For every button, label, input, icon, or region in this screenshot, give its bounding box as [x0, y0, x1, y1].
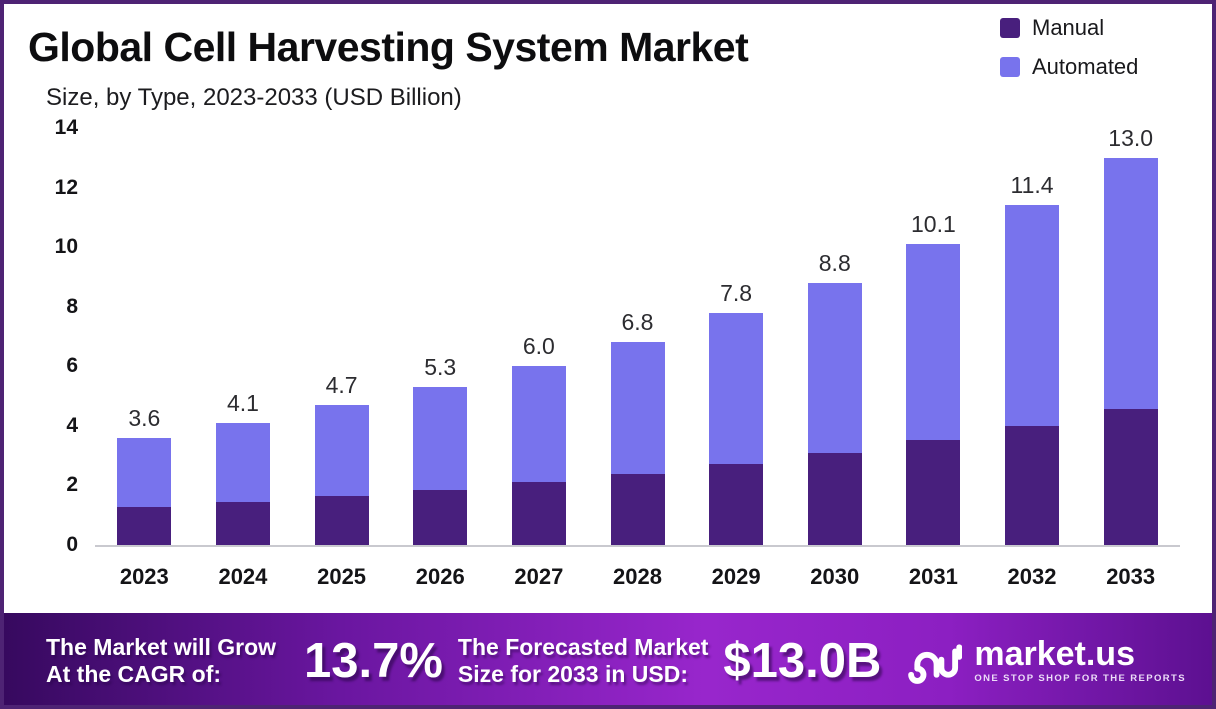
x-axis-label: 2025	[317, 564, 367, 589]
y-axis-tick: 10	[54, 235, 78, 259]
y-axis-tick: 2	[66, 473, 78, 497]
legend: Manual Automated	[1000, 13, 1138, 91]
automated-swatch-icon	[1000, 57, 1020, 77]
x-axis-label: 2033	[1106, 564, 1156, 589]
stacked-bar-2031	[906, 244, 961, 545]
legend-item-manual: Manual	[1000, 13, 1138, 43]
y-axis-tick: 14	[54, 116, 78, 139]
bar-total-label: 7.8	[720, 279, 753, 306]
forecast-caption-line2: Size for 2033 in USD:	[457, 661, 688, 687]
bar-total-label: 3.6	[128, 404, 161, 431]
stacked-bar-2033	[1103, 157, 1158, 545]
x-axis-label: 2028	[613, 564, 662, 589]
x-axis-line	[95, 545, 1180, 547]
stacked-bar-2024	[215, 422, 270, 545]
brand-name: market.us	[974, 635, 1135, 673]
manual-segment	[413, 489, 468, 545]
footer-banner: The Market will Grow At the CAGR of: 13.…	[0, 613, 1216, 709]
cagr-caption-line2: At the CAGR of:	[46, 661, 222, 687]
forecast-caption-line1: The Forecasted Market	[457, 634, 709, 660]
manual-segment	[1005, 426, 1060, 545]
stacked-bar-2026	[413, 387, 468, 545]
automated-segment	[511, 366, 566, 483]
automated-segment	[709, 312, 764, 464]
stacked-bar-2023	[117, 437, 172, 545]
x-axis-label: 2023	[119, 564, 169, 589]
page-title: Global Cell Harvesting System Market	[28, 24, 749, 70]
legend-label: Manual	[1032, 15, 1105, 40]
x-axis-label: 2026	[415, 564, 465, 589]
x-axis-label: 2029	[711, 564, 761, 589]
manual-segment	[314, 495, 369, 545]
automated-segment	[117, 437, 172, 508]
automated-segment	[1103, 157, 1158, 410]
forecast-value: $13.0B	[723, 634, 882, 688]
automated-segment	[906, 244, 961, 440]
x-axis-label: 2024	[218, 564, 268, 589]
manual-segment	[906, 439, 961, 545]
automated-segment	[314, 405, 369, 496]
automated-segment	[807, 282, 862, 454]
y-axis-tick: 6	[66, 354, 78, 378]
marketus-logo-icon	[908, 644, 963, 684]
manual-segment	[117, 507, 172, 545]
stacked-bar-2032	[1005, 205, 1060, 545]
manual-segment	[709, 463, 764, 545]
y-axis-tick: 0	[66, 533, 78, 556]
x-axis-label: 2032	[1007, 564, 1057, 589]
bar-total-label: 11.4	[1010, 172, 1054, 199]
x-axis-label: 2031	[908, 564, 958, 589]
cagr-caption: The Market will Grow At the CAGR of:	[46, 634, 276, 688]
cagr-caption-line1: The Market will Grow	[46, 634, 277, 660]
bar-total-label: 4.1	[226, 389, 259, 416]
legend-label: Automated	[1032, 54, 1139, 79]
bar-total-label: 5.3	[424, 354, 457, 381]
y-axis-tick: 4	[66, 413, 78, 437]
stacked-bar-2025	[314, 405, 369, 545]
automated-segment	[610, 342, 665, 475]
bar-total-label: 13.0	[1108, 124, 1154, 151]
stacked-bar-2030	[807, 282, 862, 545]
manual-segment	[215, 502, 270, 545]
manual-segment	[807, 453, 862, 545]
bar-total-label: 10.1	[911, 211, 956, 238]
stacked-bar-2028	[610, 342, 665, 545]
legend-item-automated: Automated	[1000, 52, 1138, 82]
y-axis-tick: 12	[54, 175, 78, 199]
automated-segment	[413, 387, 468, 490]
brand-tagline: ONE STOP SHOP FOR THE REPORTS	[974, 673, 1186, 684]
automated-segment	[1005, 205, 1060, 427]
bar-total-label: 8.8	[818, 249, 851, 276]
marketus-logo: market.us ONE STOP SHOP FOR THE REPORTS	[896, 634, 1186, 688]
cagr-value: 13.7%	[304, 634, 443, 688]
stacked-bar-2029	[709, 312, 764, 545]
x-axis-label: 2030	[810, 564, 860, 589]
automated-segment	[215, 422, 270, 503]
manual-swatch-icon	[1000, 18, 1020, 38]
bar-total-label: 6.0	[522, 333, 555, 360]
page-subtitle: Size, by Type, 2023-2033 (USD Billion)	[46, 84, 462, 111]
x-axis-label: 2027	[514, 564, 564, 589]
forecast-caption: The Forecasted Market Size for 2033 in U…	[458, 634, 709, 688]
manual-segment	[610, 474, 665, 545]
bar-total-label: 6.8	[621, 309, 654, 336]
manual-segment	[511, 482, 566, 545]
stacked-bar-2027	[511, 366, 566, 545]
bar-total-label: 4.7	[325, 372, 358, 398]
y-axis-tick: 8	[66, 294, 78, 318]
manual-segment	[1103, 409, 1158, 545]
